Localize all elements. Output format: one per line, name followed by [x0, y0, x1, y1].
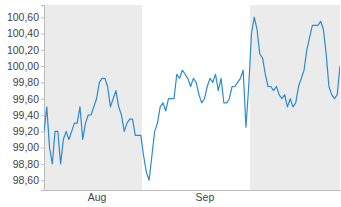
- y-tick-label: 100,60: [7, 11, 39, 23]
- y-tick-label: 98,60: [13, 174, 39, 186]
- y-axis-line: [41, 6, 45, 191]
- y-tick: 99,20: [13, 125, 44, 137]
- y-tick-mark: [41, 115, 44, 116]
- y-tick-mark: [41, 82, 44, 83]
- x-tick: Sep: [196, 190, 215, 203]
- y-tick-label: 100,20: [7, 44, 39, 56]
- y-tick: 100,00: [7, 60, 44, 72]
- y-tick-mark: [41, 34, 44, 35]
- y-axis: 98,60 98,80 99,00 99,20 99,40 99,60 99,80 100,0…: [7, 6, 45, 191]
- x-tick-label: Sep: [196, 191, 215, 203]
- period-band: [250, 5, 340, 190]
- y-tick-label: 99,80: [13, 76, 39, 88]
- x-axis: Aug Sep: [45, 190, 341, 203]
- y-tick-mark: [41, 50, 44, 51]
- y-tick: 100,60: [7, 11, 44, 23]
- x-tick: Aug: [88, 190, 107, 203]
- y-tick: 99,80: [13, 76, 44, 88]
- y-tick-label: 99,40: [13, 109, 39, 121]
- y-tick-mark: [41, 17, 44, 18]
- y-tick: 99,60: [13, 93, 44, 105]
- y-tick: 99,00: [13, 141, 44, 153]
- shading: [44, 5, 340, 190]
- plot-marks: [44, 17, 340, 180]
- y-tick-mark: [41, 66, 44, 67]
- y-tick-label: 100,00: [7, 60, 39, 72]
- y-tick-label: 100,40: [7, 27, 39, 39]
- period-band: [44, 5, 142, 190]
- y-tick: 100,20: [7, 44, 44, 56]
- y-tick-label: 98,80: [13, 158, 39, 170]
- y-tick-mark: [41, 131, 44, 132]
- y-tick-label: 99,20: [13, 125, 39, 137]
- y-tick: 99,40: [13, 109, 44, 121]
- y-tick: 100,40: [7, 27, 44, 39]
- y-tick-mark: [41, 99, 44, 100]
- y-tick-mark: [41, 164, 44, 165]
- y-tick-label: 99,00: [13, 141, 39, 153]
- y-tick-mark: [41, 180, 44, 181]
- price-line: [44, 17, 340, 180]
- y-tick-label: 99,60: [13, 93, 39, 105]
- y-tick-mark: [41, 148, 44, 149]
- x-tick-label: Aug: [88, 191, 107, 203]
- y-tick: 98,60: [13, 174, 44, 186]
- chart: 98,60 98,80 99,00 99,20 99,40 99,60 99,80 100,0…: [0, 0, 341, 207]
- y-tick: 98,80: [13, 158, 44, 170]
